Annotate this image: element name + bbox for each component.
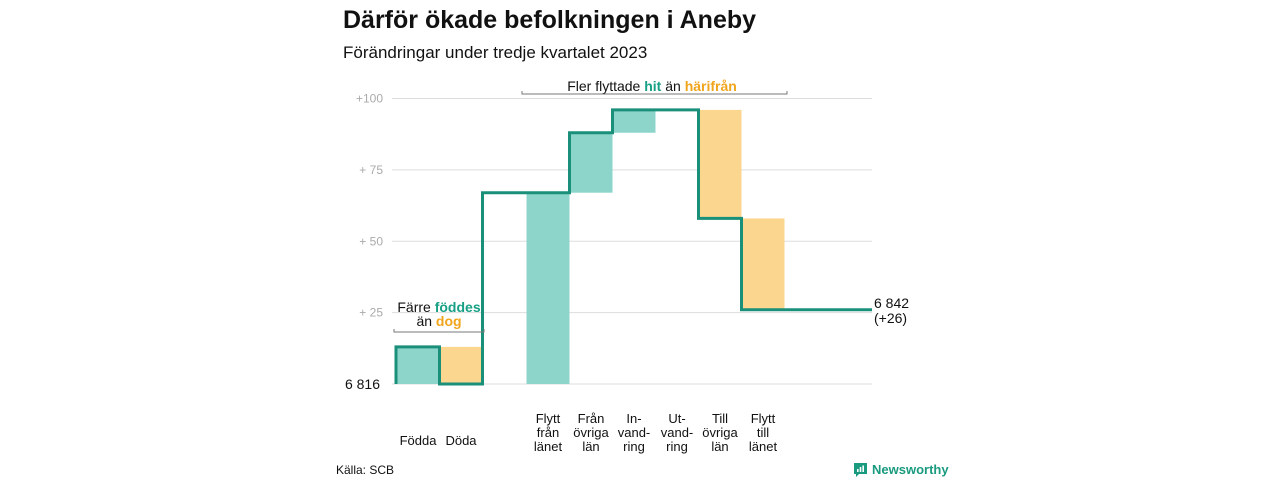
category-label: Flytt till länet xyxy=(749,411,778,454)
category-label: Flytt från länet xyxy=(534,411,563,454)
category-label: Ut-vand-ring xyxy=(661,411,694,454)
end-value-label: 6 842 xyxy=(874,295,909,311)
brand-logo: Newsworthy xyxy=(854,462,949,477)
category-label: Till övriga län xyxy=(702,411,738,454)
category-label: Döda xyxy=(445,433,477,448)
waterfall-step-line xyxy=(394,108,872,386)
category-label: Från övriga län xyxy=(573,411,609,454)
start-value-label: 6 816 xyxy=(345,376,380,392)
waterfall-bar xyxy=(698,109,742,219)
waterfall-bar xyxy=(569,132,613,193)
brand-name: Newsworthy xyxy=(872,462,949,477)
annotation-text: än dog xyxy=(416,313,461,329)
source-note: Källa: SCB xyxy=(336,463,395,477)
y-tick-label: + 25 xyxy=(359,306,383,320)
newsworthy-logo-icon xyxy=(854,462,867,477)
chart-title: Därför ökade befolkningen i Aneby xyxy=(343,6,757,34)
waterfall-bar xyxy=(741,218,785,310)
waterfall-bar xyxy=(612,109,656,133)
y-tick-label: + 50 xyxy=(359,234,383,248)
annotation-bracket xyxy=(521,91,788,95)
waterfall-bar xyxy=(439,346,483,384)
annotation-bracket xyxy=(393,329,485,333)
y-tick-label: +100 xyxy=(356,92,383,106)
end-change-label: (+26) xyxy=(874,310,907,326)
category-label: In-vand-ring xyxy=(618,411,651,454)
y-tick-label: + 75 xyxy=(359,163,383,177)
chart-subtitle: Förändringar under tredje kvartalet 2023 xyxy=(343,43,648,62)
annotation-text: Färre föddes xyxy=(397,299,480,315)
waterfall-bar xyxy=(526,192,570,384)
waterfall-bar xyxy=(396,346,440,384)
annotation-text: Fler flyttade hit än härifrån xyxy=(567,78,737,94)
category-label: Födda xyxy=(400,433,438,448)
